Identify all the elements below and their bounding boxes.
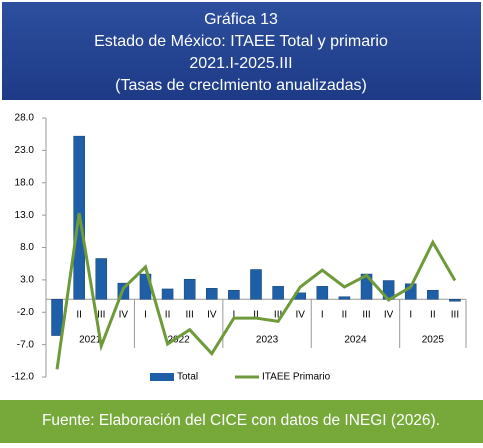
x-tick-label: I — [144, 310, 147, 321]
year-label: 2024 — [344, 335, 367, 346]
legend-label: ITAEE Primario — [262, 372, 331, 383]
bar — [95, 258, 108, 300]
chart-title: Estado de México: ITAEE Total y primario — [94, 33, 388, 50]
y-tick-label: -12.0 — [11, 372, 34, 383]
x-tick-label: IV — [384, 310, 394, 321]
source: Fuente: Elaboración del CICE con datos d… — [42, 412, 440, 429]
y-tick-label: 28.0 — [15, 113, 35, 124]
x-tick-label: II — [342, 310, 348, 321]
x-tick-label: III — [274, 310, 282, 321]
x-tick-label: III — [186, 310, 194, 321]
x-tick-label: III — [362, 310, 370, 321]
y-tick-label: 8.0 — [20, 242, 34, 253]
y-tick-label: -2.0 — [17, 307, 35, 318]
x-tick-label: IV — [295, 310, 305, 321]
x-tick-label: II — [253, 310, 259, 321]
footer — [0, 400, 483, 443]
bar — [449, 299, 461, 302]
y-tick-label: 18.0 — [15, 177, 35, 188]
bar — [250, 269, 262, 300]
y-tick-label: 3.0 — [20, 275, 34, 286]
bar — [272, 286, 284, 300]
x-tick-label: IV — [207, 310, 217, 321]
chart-title: (Tasas de crecImiento anualizadas) — [115, 77, 367, 94]
x-tick-label: III — [97, 310, 105, 321]
year-label: 2025 — [422, 335, 445, 346]
bar — [161, 288, 174, 300]
header — [2, 2, 481, 100]
x-tick-label: I — [233, 310, 236, 321]
bar — [338, 296, 351, 300]
bar — [183, 278, 196, 300]
x-tick-label: I — [409, 310, 412, 321]
year-label: 2023 — [256, 335, 279, 346]
x-tick-label: IV — [119, 310, 129, 321]
chart-title: Gráfica 13 — [204, 11, 278, 28]
bar — [228, 289, 240, 300]
year-label: 2022 — [168, 335, 191, 346]
bar — [316, 286, 329, 300]
bar — [51, 299, 63, 336]
x-tick-label: II — [165, 310, 171, 321]
legend-label: Total — [177, 372, 198, 383]
bar — [206, 288, 218, 300]
chart-title: 2021.I-2025.III — [189, 55, 292, 72]
x-tick-label: I — [321, 310, 324, 321]
y-tick-label: -7.0 — [17, 339, 35, 350]
y-tick-label: 13.0 — [15, 210, 35, 221]
x-tick-label: II — [430, 310, 436, 321]
x-tick-label: III — [451, 310, 459, 321]
x-tick-label: II — [76, 310, 82, 321]
y-tick-label: 23.0 — [15, 145, 35, 156]
line — [55, 212, 457, 370]
legend-swatch — [150, 373, 174, 381]
year-label: 2021 — [79, 335, 102, 346]
bar — [427, 289, 439, 300]
